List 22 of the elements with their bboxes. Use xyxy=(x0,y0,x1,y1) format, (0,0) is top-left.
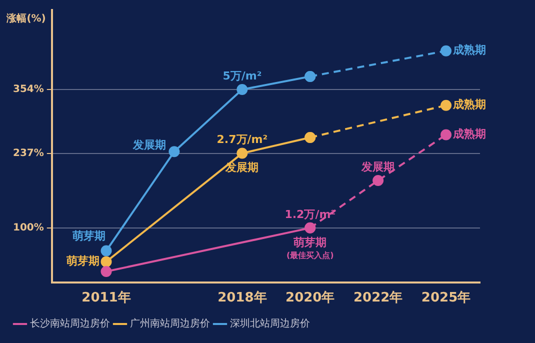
legend-label: 广州南站周边房价 xyxy=(130,318,210,330)
annotation: (最佳买入点) xyxy=(286,251,334,260)
legend-label: 长沙南站周边房价 xyxy=(30,318,110,330)
annotation: 发展期 xyxy=(132,138,166,152)
x-tick-label: 2025年 xyxy=(421,290,471,306)
y-tick-label: 354% xyxy=(12,84,44,96)
x-tick-label: 2018年 xyxy=(218,290,267,306)
y-axis-title: 涨幅(%) xyxy=(6,12,46,25)
x-tick-label: 2011年 xyxy=(82,290,131,306)
y-tick-label: 237% xyxy=(12,148,44,159)
legend-label: 深圳北站周边房价 xyxy=(230,318,310,330)
annotation: 成熟期 xyxy=(452,128,486,141)
annotation: 2.7万/m² xyxy=(216,133,268,146)
x-tick-label: 2022年 xyxy=(353,290,403,306)
annotation: 5万/m² xyxy=(222,69,262,82)
annotation: 萌芽期 xyxy=(65,254,100,268)
y-tick-label: 100% xyxy=(12,222,44,234)
x-tick-label: 2020年 xyxy=(286,290,335,306)
annotation: 成熟期 xyxy=(452,44,486,57)
annotation: 成熟期 xyxy=(452,98,486,112)
annotation: 萌芽期 xyxy=(71,230,106,243)
annotation: 萌芽期 xyxy=(292,236,327,249)
